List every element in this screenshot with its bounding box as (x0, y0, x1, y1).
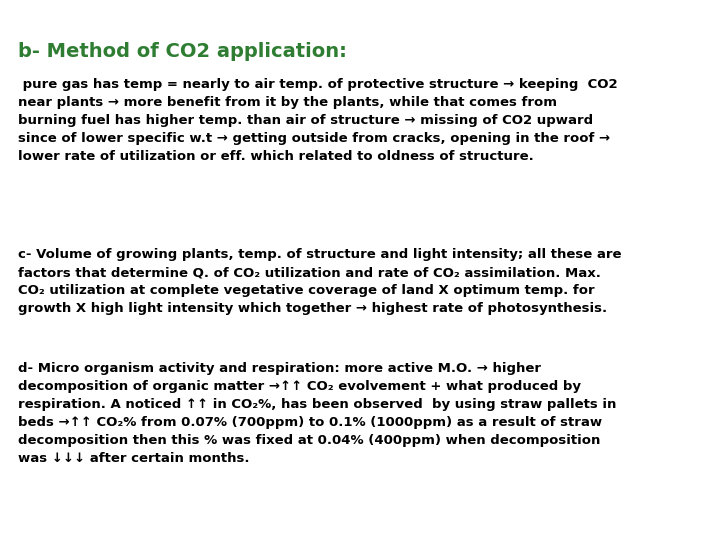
Text: b- Method of CO2 application:: b- Method of CO2 application: (18, 42, 347, 61)
Text: c- Volume of growing plants, temp. of structure and light intensity; all these a: c- Volume of growing plants, temp. of st… (18, 248, 621, 315)
Text: pure gas has temp = nearly to air temp. of protective structure → keeping  CO2
n: pure gas has temp = nearly to air temp. … (18, 78, 618, 163)
Text: d- Micro organism activity and respiration: more active M.O. → higher
decomposit: d- Micro organism activity and respirati… (18, 362, 616, 465)
